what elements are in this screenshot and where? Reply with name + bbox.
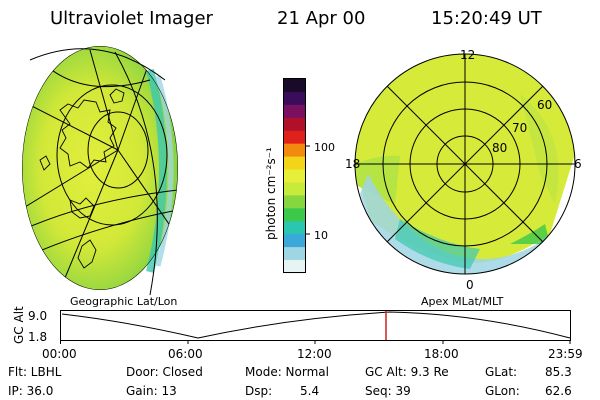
- geographic-caption: Geographic Lat/Lon: [70, 295, 178, 308]
- xtick-1800: 18:00: [424, 347, 459, 361]
- gc-alt-info: GC Alt: 9.3 Re: [365, 365, 449, 379]
- mlt-label-12: 12: [460, 48, 476, 62]
- geographic-image-panel: [22, 46, 178, 296]
- mode-info: Mode: Normal: [245, 365, 329, 379]
- altitude-ymin: 1.8: [28, 330, 48, 344]
- instrument-title: Ultraviolet Imager: [50, 8, 213, 29]
- colorbar-tick-10: 10: [314, 229, 328, 242]
- apex-caption: Apex MLat/MLT: [421, 295, 504, 308]
- mlat-label-80: 80: [492, 141, 508, 155]
- altitude-ylabel: GC Alt: [12, 306, 26, 344]
- colorbar-label: photon cm⁻²s⁻¹: [264, 147, 278, 240]
- xtick-2359: 23:59: [548, 347, 583, 361]
- colorbar-swatch: [284, 182, 305, 196]
- altitude-plot: [60, 310, 571, 344]
- altitude-ymax: 9.0: [28, 309, 48, 323]
- glat-label: GLat:: [485, 365, 518, 379]
- colorbar-tick-100: 100: [314, 141, 335, 154]
- time-label: 15:20:49 UT: [431, 8, 542, 29]
- colorbar-swatch: [284, 195, 305, 209]
- colorbar-swatch: [284, 104, 305, 119]
- colorbar-swatch: [284, 130, 305, 145]
- colorbar-swatch: [284, 156, 305, 171]
- colorbar-swatch: [284, 169, 305, 183]
- glat-value: 85.3: [545, 365, 572, 379]
- glon-value: 62.6: [545, 384, 572, 398]
- filter-info: Flt: LBHL: [8, 365, 62, 379]
- coastlines: [39, 88, 125, 269]
- colorbar-swatch: [284, 234, 305, 248]
- glon-label: GLon:: [485, 384, 520, 398]
- colorbar-swatch: [284, 79, 305, 93]
- seq-info: Seq: 39: [365, 384, 411, 398]
- xtick-0600: 06:00: [168, 347, 203, 361]
- colorbar-swatch: [284, 247, 305, 261]
- mlt-label-0: 0: [466, 278, 474, 292]
- altitude-curve: [61, 311, 571, 339]
- date-label: 21 Apr 00: [277, 8, 366, 29]
- mlat-label-70: 70: [512, 121, 528, 135]
- xtick-1200: 12:00: [297, 347, 332, 361]
- colorbar-swatch: [284, 143, 305, 158]
- colorbar-swatch: [284, 208, 305, 222]
- mlt-label-6: 6: [574, 157, 582, 171]
- gain-info: Gain: 13: [126, 384, 177, 398]
- xtick-0000: 00:00: [42, 347, 77, 361]
- colorbar-swatch: [284, 117, 305, 132]
- colorbar: [283, 78, 310, 274]
- colorbar-swatch: [284, 260, 305, 274]
- ip-info: IP: 36.0: [8, 384, 54, 398]
- colorbar-swatch: [284, 91, 305, 106]
- door-info: Door: Closed: [126, 365, 203, 379]
- dsp-label: Dsp:: [245, 384, 273, 398]
- polar-mlt-plot: [354, 53, 576, 275]
- polar-grid: [354, 53, 576, 275]
- mlt-label-18: 18: [345, 157, 361, 171]
- colorbar-swatch: [284, 221, 305, 235]
- dsp-value: 5.4: [300, 384, 320, 398]
- mlat-label-60: 60: [537, 98, 553, 112]
